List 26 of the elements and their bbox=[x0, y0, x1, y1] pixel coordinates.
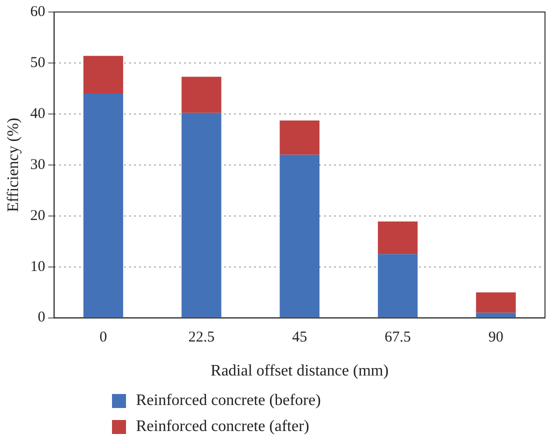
y-tick-label: 20 bbox=[30, 208, 46, 224]
y-tick-label: 40 bbox=[30, 106, 46, 122]
x-tick-label: 22.5 bbox=[188, 330, 215, 346]
x-tick-label: 0 bbox=[100, 330, 108, 346]
bar bbox=[280, 120, 320, 155]
x-axis-title: Radial offset distance (mm) bbox=[210, 362, 389, 380]
y-tick-label: 50 bbox=[30, 54, 46, 71]
bar bbox=[378, 254, 418, 318]
legend-label: Reinforced concrete (before) bbox=[136, 392, 321, 410]
bar bbox=[476, 292, 516, 313]
y-axis-title: Efficiency (%) bbox=[4, 118, 22, 212]
y-tick-label: 0 bbox=[38, 310, 46, 326]
bar bbox=[378, 221, 418, 254]
bar bbox=[83, 56, 124, 94]
x-tick-label: 67.5 bbox=[384, 330, 411, 346]
bar bbox=[280, 154, 320, 318]
bar bbox=[182, 112, 222, 318]
y-tick-label: 10 bbox=[30, 258, 46, 275]
y-tick-label: 30 bbox=[30, 156, 46, 173]
bar bbox=[182, 76, 222, 113]
x-tick-label: 45 bbox=[292, 330, 308, 346]
x-tick-label: 90 bbox=[488, 330, 504, 346]
bar bbox=[476, 312, 516, 318]
legend-label: Reinforced concrete (after) bbox=[136, 418, 310, 436]
y-tick-label: 60 bbox=[30, 4, 46, 20]
bar bbox=[83, 94, 124, 318]
